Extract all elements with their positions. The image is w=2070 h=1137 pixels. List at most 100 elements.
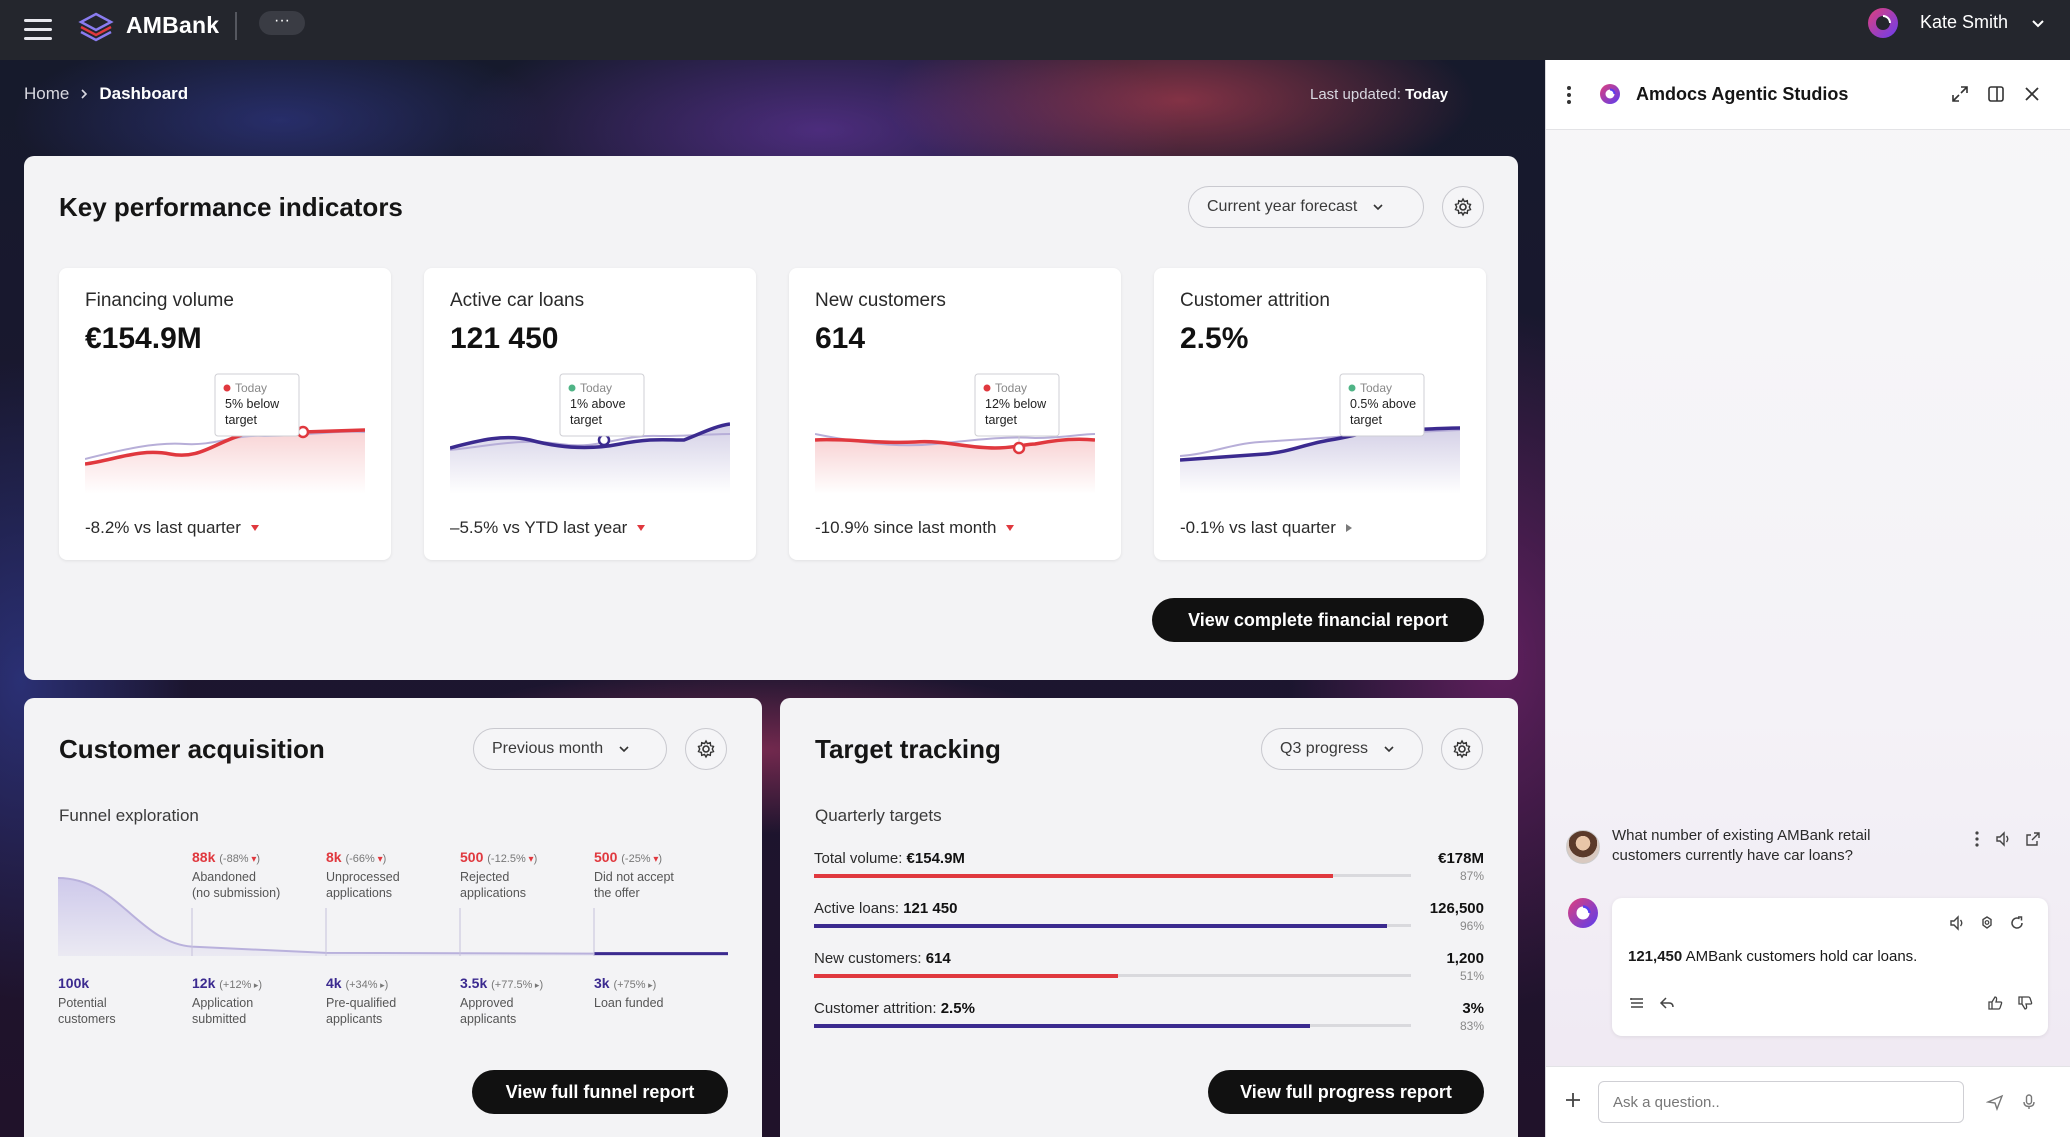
- target-goal: 1,200: [1446, 950, 1484, 967]
- brand-name: AMBank: [126, 12, 220, 38]
- chevron-down-icon: [1384, 746, 1394, 753]
- funnel-stage-label: applicants: [326, 1012, 382, 1026]
- kpi-period-value: Current year forecast: [1207, 198, 1358, 215]
- last-updated-value: Today: [1405, 86, 1449, 103]
- microphone-icon[interactable]: [2020, 1093, 2038, 1111]
- kpi-delta: -10.9% since last month: [815, 518, 1015, 538]
- kpi-tooltip: [1339, 373, 1425, 437]
- target-progress-fill: [814, 923, 1388, 928]
- target-percent: 83%: [1459, 1019, 1484, 1033]
- funnel-stage-label: customers: [58, 1012, 116, 1026]
- view-financial-report-button[interactable]: View complete financial report: [1152, 598, 1484, 642]
- kebab-menu-icon[interactable]: [1968, 830, 1986, 848]
- acquisition-title: Customer acquisition: [59, 734, 325, 764]
- target-tracking-section: Target tracking Q3 progress Quarterly ta…: [780, 698, 1518, 1137]
- reply-icon[interactable]: [1658, 994, 1676, 1012]
- kpi-card-new-customers[interactable]: New customers 614 Today 12% below target -…: [789, 268, 1121, 560]
- tooltip-title: Today: [580, 381, 612, 395]
- assistant-message: 121,450 AMBank customers hold car loans.: [1612, 898, 2048, 1036]
- plus-icon[interactable]: [1564, 1091, 1582, 1109]
- target-progress-track: [814, 873, 1411, 878]
- tooltip-line2: target: [225, 413, 257, 427]
- kpi-card-active-car-loans[interactable]: Active car loans 121 450 Today 1% above ta…: [424, 268, 756, 560]
- last-updated: Last updated: Today: [1310, 86, 1448, 103]
- target-goal: 126,500: [1429, 900, 1484, 917]
- target-progress-track: [814, 923, 1411, 928]
- kpi-tooltip: [974, 373, 1060, 437]
- kpi-period-dropdown[interactable]: Current year forecast: [1188, 186, 1424, 228]
- user-avatar-icon[interactable]: [1866, 6, 1900, 40]
- funnel-subtitle: Funnel exploration: [59, 806, 199, 825]
- kpi-settings-button[interactable]: [1442, 186, 1484, 228]
- agentic-studios-logo-icon: [1600, 84, 1620, 104]
- targets-period-value: Q3 progress: [1280, 740, 1369, 757]
- user-name[interactable]: Kate Smith: [1920, 12, 2009, 32]
- side-panel-icon[interactable]: [1986, 84, 2006, 104]
- target-progress-track: [814, 973, 1411, 978]
- funnel-chart: 88k (-88% ▾) Abandoned (no submission) 8k (…: [58, 849, 728, 1026]
- more-options-button[interactable]: ···: [259, 11, 305, 35]
- kpi-value: 121 450: [450, 322, 559, 355]
- target-label: Active loans: 121 450: [814, 900, 958, 917]
- funnel-stage-label: Potential: [58, 996, 107, 1010]
- kpi-section: Key performance indicators Current year …: [24, 156, 1518, 680]
- refresh-icon[interactable]: [2008, 914, 2026, 932]
- sparkline-line: [815, 437, 1095, 450]
- breadcrumb-home[interactable]: Home: [24, 84, 70, 103]
- kpi-delta-text: –5.5% vs YTD last year: [450, 518, 628, 537]
- breadcrumb: Home Dashboard: [24, 84, 188, 104]
- kpi-label: Financing volume: [85, 290, 234, 311]
- gear-icon: [1453, 739, 1471, 759]
- sparkline-line: [450, 422, 730, 450]
- kpi-sparkline: Today 12% below target: [815, 373, 1095, 494]
- kpi-sparkline: Today 5% below target: [85, 373, 365, 494]
- regenerate-icon[interactable]: [1978, 914, 1996, 932]
- acquisition-period-value: Previous month: [492, 740, 604, 757]
- chevron-down-icon: [619, 746, 629, 753]
- thumbs-up-icon[interactable]: [1986, 994, 2004, 1012]
- expand-icon[interactable]: [1950, 84, 1970, 104]
- speaker-icon[interactable]: [1994, 830, 2012, 848]
- ask-question-input[interactable]: [1598, 1081, 1964, 1123]
- funnel-drop-label: applications: [326, 886, 392, 900]
- funnel-line: [58, 877, 728, 955]
- tooltip-status-dot: [1348, 384, 1356, 392]
- funnel-drop-label: Abandoned: [192, 870, 256, 884]
- speaker-icon[interactable]: [1948, 914, 1966, 932]
- trend-down-icon: [250, 525, 259, 531]
- answer-value: 121,450: [1628, 948, 1683, 965]
- today-marker: [1012, 441, 1026, 455]
- gear-icon: [697, 739, 715, 759]
- funnel-stage-label: applicants: [460, 1012, 516, 1026]
- view-progress-report-button[interactable]: View full progress report: [1208, 1070, 1484, 1114]
- funnel-drop-label: the offer: [594, 886, 640, 900]
- customer-acquisition-section: Customer acquisition Previous month Funn…: [24, 698, 762, 1137]
- answer-text: AMBank customers hold car loans.: [1682, 948, 1918, 965]
- acquisition-settings-button[interactable]: [685, 728, 727, 770]
- funnel-stage-value: 3.5k (+77.5% ▸): [460, 975, 543, 991]
- view-funnel-report-button[interactable]: View full funnel report: [472, 1070, 728, 1114]
- thumbs-down-icon[interactable]: [2016, 994, 2034, 1012]
- close-icon[interactable]: [2022, 84, 2042, 104]
- hamburger-menu-icon[interactable]: [24, 14, 52, 44]
- kpi-value: €154.9M: [85, 322, 202, 355]
- acquisition-period-dropdown[interactable]: Previous month: [473, 728, 667, 770]
- tooltip-line2: target: [570, 413, 602, 427]
- assistant-panel: Amdocs Agentic Studios What number of ex…: [1545, 60, 2070, 1137]
- funnel-stage-label: Pre-qualified: [326, 996, 396, 1010]
- kpi-card-financing-volume[interactable]: Financing volume €154.9M Today 5% below ta…: [59, 268, 391, 560]
- chevron-down-icon[interactable]: [2030, 15, 2046, 31]
- assistant-avatar-icon: [1568, 898, 1598, 928]
- kpi-card-customer-attrition[interactable]: Customer attrition 2.5% Today 0.5% above t…: [1154, 268, 1486, 560]
- targets-period-dropdown[interactable]: Q3 progress: [1261, 728, 1423, 770]
- tooltip-status-dot: [983, 384, 991, 392]
- send-icon[interactable]: [1986, 1093, 2004, 1111]
- funnel-stage-value: 100k: [58, 975, 89, 991]
- funnel-drop-value: 500 (-12.5% ▾): [460, 849, 537, 865]
- user-message-avatar: [1566, 830, 1600, 864]
- share-icon[interactable]: [2024, 830, 2042, 848]
- list-icon[interactable]: [1628, 994, 1646, 1012]
- kebab-menu-icon[interactable]: [1566, 84, 1572, 106]
- tooltip-status-dot: [568, 384, 576, 392]
- targets-settings-button[interactable]: [1441, 728, 1483, 770]
